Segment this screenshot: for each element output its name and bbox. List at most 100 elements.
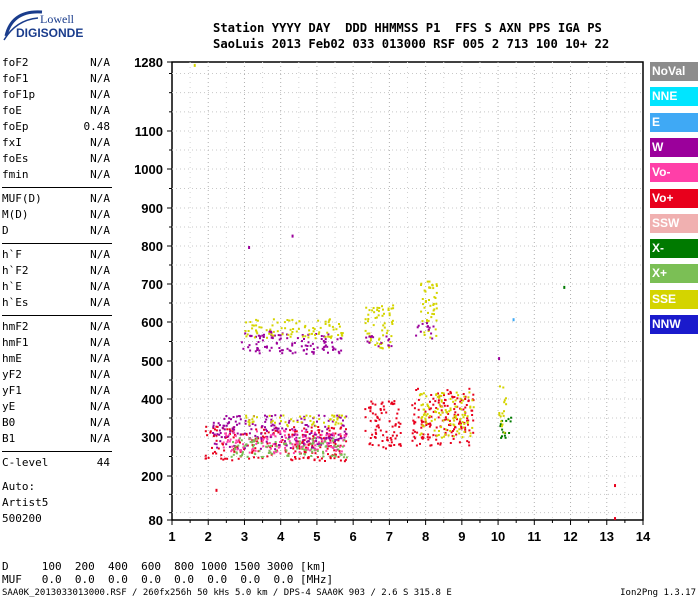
echo-point [218, 433, 221, 436]
echo-point [329, 457, 332, 460]
echo-point [308, 437, 311, 440]
echo-point [387, 344, 390, 347]
param-name: h`F2 [2, 264, 29, 277]
echo-point [239, 455, 242, 458]
echo-point [227, 421, 230, 424]
echo-point [237, 457, 240, 460]
echo-point [426, 321, 429, 324]
echo-point [204, 430, 207, 433]
echo-point [429, 400, 431, 403]
echo-point [213, 433, 216, 436]
echo-point [285, 449, 288, 452]
echo-point [328, 335, 331, 338]
echo-point [327, 442, 330, 445]
echo-point [427, 319, 430, 322]
echo-point [283, 434, 286, 437]
x-tick-label: 4 [277, 529, 285, 544]
echo-point [365, 336, 368, 339]
echo-point [421, 322, 424, 325]
echo-point [394, 424, 397, 427]
echo-point [328, 435, 331, 437]
echo-point [256, 416, 258, 419]
echo-point [379, 408, 382, 410]
echo-point [389, 444, 392, 447]
echo-point [322, 450, 324, 453]
echo-point [228, 417, 231, 420]
echo-point [304, 443, 307, 446]
echo-point [399, 422, 402, 425]
echo-point [309, 415, 312, 418]
echo-point [330, 426, 333, 429]
echo-point [380, 341, 383, 344]
echo-point [453, 419, 456, 422]
echo-point [226, 457, 229, 460]
echo-point [412, 419, 415, 422]
echo-point [291, 234, 294, 238]
echo-point [292, 328, 295, 330]
echo-point [264, 426, 266, 429]
echo-point [419, 433, 422, 436]
echo-point [499, 425, 502, 428]
echo-point [417, 408, 420, 411]
echo-point [253, 439, 256, 442]
echo-point [245, 443, 248, 446]
legend-sse-swatch: SSE [650, 289, 698, 309]
echo-point [425, 395, 428, 398]
echo-point [456, 397, 459, 400]
echo-point [286, 425, 289, 428]
echo-point [375, 425, 378, 428]
echo-point [319, 446, 322, 449]
echo-point [268, 332, 271, 335]
param-separator [2, 243, 112, 244]
echo-point [291, 435, 294, 438]
echo-point [318, 445, 321, 447]
echo-point [423, 408, 426, 411]
param-row-md: M(D) N/A [2, 208, 110, 224]
param-row-b1: B1 N/A [2, 432, 110, 448]
echo-point [279, 414, 282, 417]
echo-point [460, 422, 463, 425]
echo-point [231, 428, 234, 431]
echo-point [251, 451, 254, 454]
echo-point [297, 327, 300, 330]
echo-point [252, 445, 255, 448]
echo-point [397, 408, 400, 411]
echo-point [295, 322, 298, 325]
legend-ssw-swatch: SSW [650, 213, 698, 233]
echo-point [466, 422, 469, 425]
echo-point [445, 418, 448, 421]
echo-point [224, 436, 227, 439]
echo-point [263, 428, 265, 431]
echo-point [472, 419, 475, 422]
echo-point [241, 452, 244, 455]
echo-point [238, 415, 241, 418]
echo-point [206, 434, 209, 437]
echo-point [378, 338, 380, 341]
echo-point [460, 399, 463, 402]
echo-point [291, 459, 294, 462]
echo-point [463, 423, 466, 425]
echo-point [472, 431, 475, 434]
echo-point [231, 448, 234, 451]
echo-point [281, 435, 283, 438]
echo-point [366, 332, 369, 335]
echo-point [398, 425, 401, 428]
echo-point [307, 443, 310, 446]
echo-point [455, 417, 458, 420]
echo-point [433, 308, 436, 311]
echo-point [427, 328, 430, 331]
file-footer: SAA0K_2013033013000.RSF / 260fx256h 50 k… [2, 588, 452, 598]
echo-point [421, 320, 424, 323]
param-row-fmin: fmin N/A [2, 168, 110, 184]
echo-point [418, 394, 421, 397]
echo-point [387, 400, 390, 403]
echo-point [399, 432, 402, 434]
echo-point [335, 328, 338, 331]
echo-point [428, 425, 431, 428]
echo-point [429, 415, 431, 418]
echo-point [326, 444, 329, 447]
echo-point [369, 410, 372, 413]
echo-point [332, 347, 335, 350]
echo-point [318, 331, 321, 334]
echo-point [314, 444, 317, 447]
